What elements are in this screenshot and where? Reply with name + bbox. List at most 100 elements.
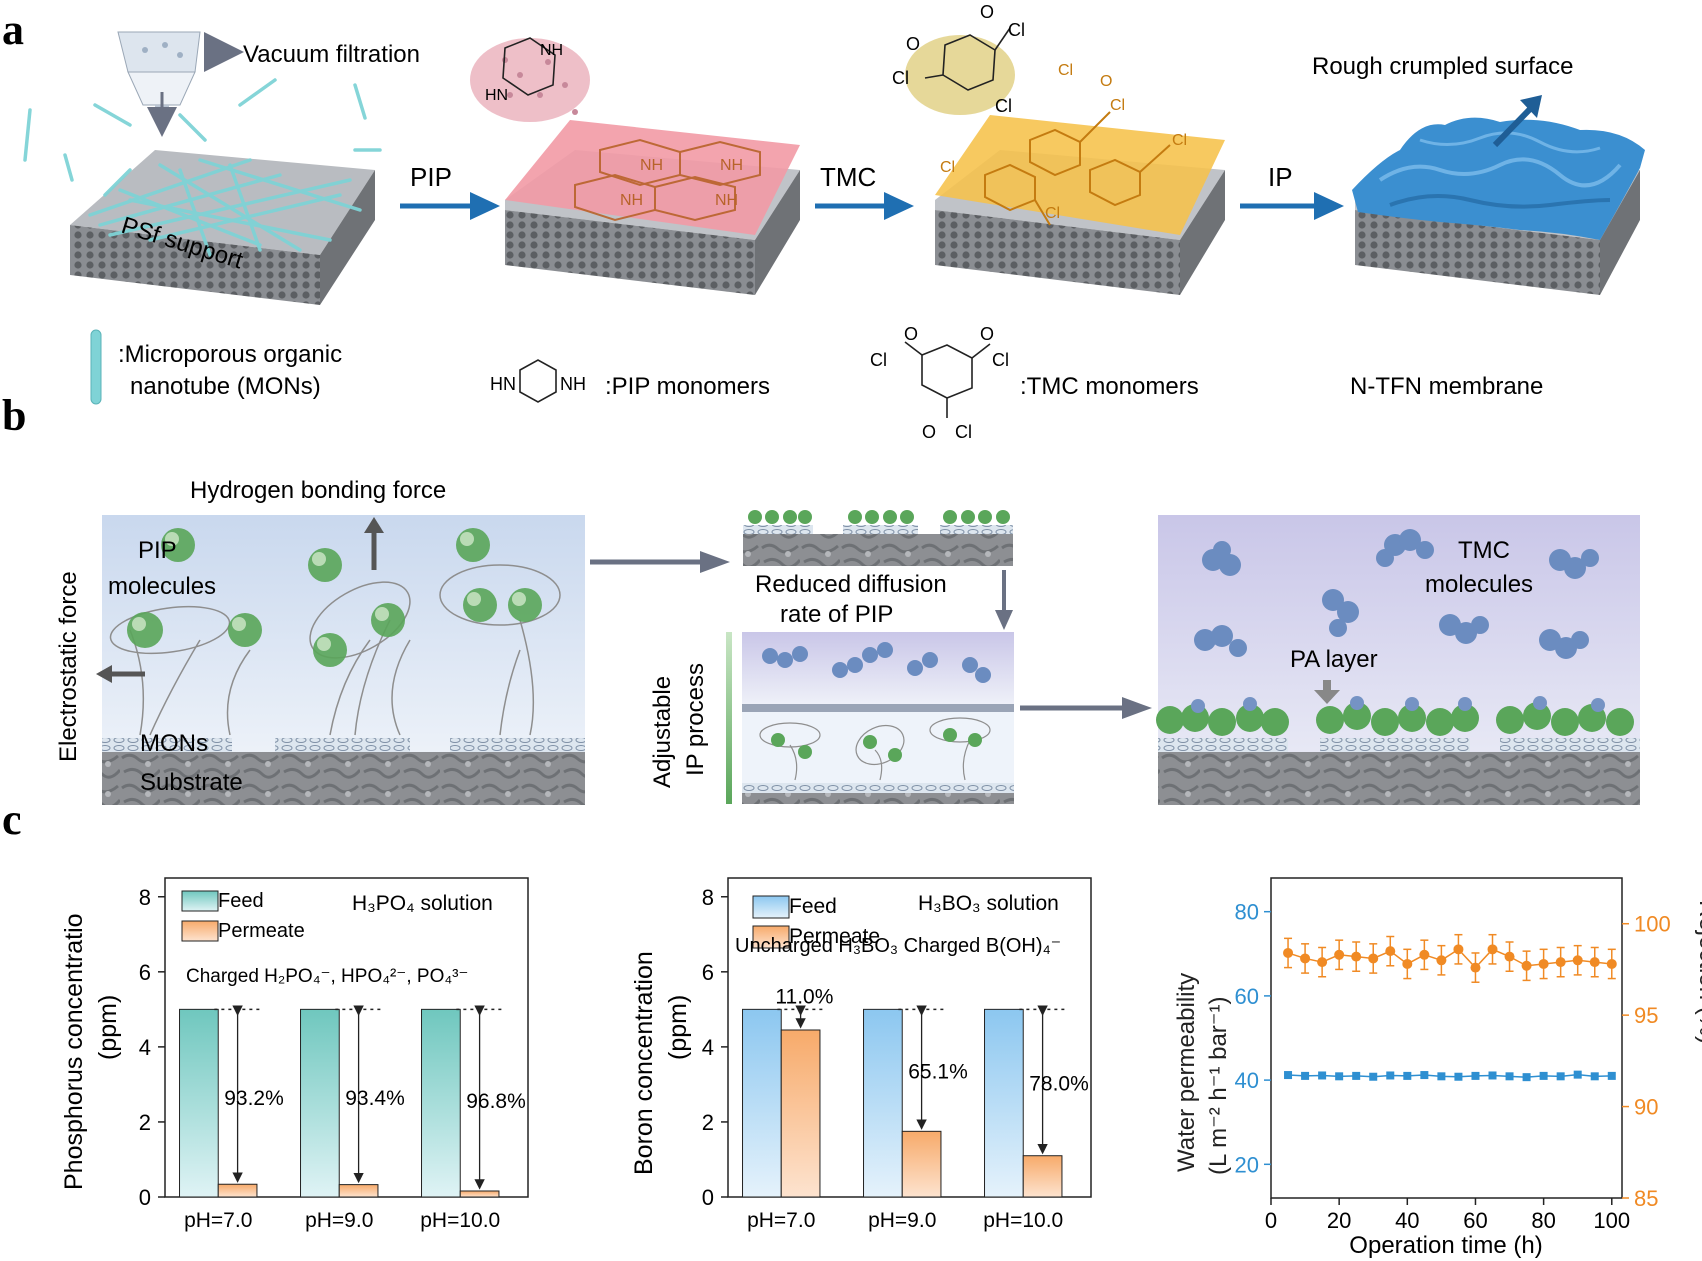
chart3-rejection-point [1538, 958, 1549, 969]
chart1-bar-feed [421, 1008, 461, 1198]
chart3-ylabel-left: Water permeability [1173, 973, 1200, 1172]
chart3-permeability-point [1556, 1072, 1565, 1081]
step-arrow-tmc-head [884, 192, 914, 220]
flow-arrow-1-head [700, 551, 730, 573]
chart3-xtick-label: 20 [1327, 1208, 1351, 1233]
tmc-cl-2: Cl [1172, 132, 1187, 149]
chart3-ytick-left-label: 80 [1235, 900, 1259, 925]
chart1-rejection-label: 93.2% [224, 1087, 284, 1110]
panel-b-left: PIP molecules MONs Substrate [96, 515, 585, 805]
reduced-diffusion-label-2: rate of PIP [780, 601, 893, 628]
chart2-xtick-label: pH=9.0 [868, 1209, 936, 1232]
pip-legend-hn: HN [490, 374, 516, 394]
panel-b: b [2, 391, 1640, 805]
flow-arrow-2-head [995, 610, 1013, 630]
chart3-permeability-point [1505, 1072, 1514, 1081]
adjustable-ip-label-1: Adjustable [649, 676, 676, 788]
chart1-legend-permeate: Permeate [218, 920, 305, 942]
chart3-rejection-point [1470, 962, 1481, 973]
chart3-permeability-point [1539, 1071, 1548, 1080]
chart-phosphorus: 0 2 4 6 8 pH=7.0 pH=9.0 pH=10.0 93.2% 93.4% 96.8%… [60, 877, 529, 1232]
chart3-permeability-point [1607, 1071, 1616, 1080]
pip-legend-nh: NH [560, 374, 586, 394]
tmc-o-top-2: O [906, 34, 920, 54]
chart2-ylabel: Boron concentration [630, 951, 658, 1175]
tmc-o-1: O [1100, 73, 1112, 90]
tmc-legend-o-1: O [904, 324, 918, 344]
chart1-ytick-label: 4 [139, 1035, 151, 1060]
chart-boron: 0 2 4 6 8 pH=7.0 pH=9.0 pH=10.0 11.0% 65.1% 78.0%… [630, 877, 1092, 1232]
chart3-xtick-label: 80 [1531, 1208, 1555, 1233]
chart1-bar-permeate [338, 1184, 379, 1198]
chart3-permeability-point [1488, 1071, 1497, 1080]
step-ip-label: IP [1268, 162, 1293, 192]
chart3-frame [1270, 877, 1623, 1199]
electrostatic-label: Electrostatic force [55, 571, 82, 762]
chart2-rejection-label: 78.0% [1029, 1073, 1089, 1096]
chart2-legend-feed-swatch [752, 895, 790, 919]
chart2-ylabel-unit: (ppm) [664, 995, 692, 1060]
adjustable-ip-label-2: IP process [682, 663, 709, 776]
chart3-rejection-point [1368, 953, 1379, 964]
chart2-ytick-label: 4 [702, 1035, 714, 1060]
chart3-permeability-point [1369, 1072, 1378, 1081]
panel-b-middle-top [743, 510, 1013, 566]
pip-nh-2: NH [720, 157, 743, 174]
chart3-permeability-point [1318, 1071, 1327, 1080]
chart3-rejection-point [1402, 958, 1413, 969]
chart3-ytick-left-label: 40 [1235, 1068, 1259, 1093]
chart3-xtick-label: 0 [1265, 1208, 1277, 1233]
tmc-o-top-1: O [980, 2, 994, 22]
chart2-xtick-label: pH=10.0 [983, 1209, 1063, 1232]
tmc-legend-o-2: O [980, 324, 994, 344]
chart3-ytick-right-label: 85 [1634, 1186, 1658, 1211]
chart2-bar-feed [863, 1008, 903, 1198]
chart3-rejection-point [1521, 960, 1532, 971]
chart2-legend-permeate-swatch [752, 925, 790, 949]
rough-surface-label: Rough crumpled surface [1312, 53, 1573, 80]
flow-arrow-3-head [1122, 697, 1152, 719]
tmc-cl-5: Cl [1058, 62, 1073, 79]
panel-c: c 0 2 4 6 8 pH=7.0 pH=9.0 pH=10.0 93.2% 93.4% 96.… [2, 795, 1702, 1259]
chart1-ytick-label: 2 [139, 1110, 151, 1135]
chart3-ylabel-left-unit: (L m⁻² h⁻¹ bar⁻¹) [1205, 997, 1232, 1175]
chart1-bar-feed [179, 1008, 219, 1198]
chart1-legend-permeate-swatch [181, 920, 219, 942]
chart3-permeability-point [1403, 1071, 1412, 1080]
chart2-bar-feed [742, 1008, 782, 1198]
chart2-xtick-label: pH=7.0 [747, 1209, 815, 1232]
chart1-rejection-label: 93.4% [345, 1087, 405, 1110]
chart3-rejection-point [1436, 955, 1447, 966]
panel-b-label: b [2, 391, 26, 440]
tmc-legend-label: :TMC monomers [1020, 373, 1199, 400]
chart2-ytick-label: 0 [702, 1185, 714, 1210]
step-pip-label: PIP [410, 162, 452, 192]
mons-label: MONs [140, 730, 208, 757]
chart3-rejection-point [1572, 955, 1583, 966]
pip-monomer-icon [519, 359, 557, 403]
tmc-cl-top-1: Cl [1008, 20, 1025, 40]
chart3-permeability-point [1352, 1071, 1361, 1080]
chart1-bar-permeate [217, 1183, 258, 1198]
ntfn-membrane-block [1352, 95, 1645, 295]
chart2-legend-permeate: Permeate [789, 925, 880, 948]
chart1-rejection-label: 96.8% [466, 1090, 526, 1113]
mons-legend-label-1: :Microporous organic [118, 341, 342, 368]
chart1-xtick-label: pH=9.0 [305, 1209, 373, 1232]
chart3-rejection-point [1317, 957, 1328, 968]
psf-support-block: PSf support [23, 78, 382, 305]
mons-legend-label-2: nanotube (MONs) [130, 373, 321, 400]
tmc-cl-1: Cl [1110, 97, 1125, 114]
chart3-permeability-point [1590, 1072, 1599, 1081]
chart1-legend-feed-swatch [181, 890, 219, 912]
chart3-rejection-point [1385, 946, 1396, 957]
pip-nh-top: NH [540, 42, 563, 59]
chart1-xtick-label: pH=10.0 [420, 1209, 500, 1232]
mons-legend-icon [90, 329, 102, 405]
chart3-rejection-point [1334, 949, 1345, 960]
chart3-ytick-right-label: 90 [1634, 1095, 1658, 1120]
chart2-bar-permeate [1022, 1155, 1063, 1198]
chart3-permeability-point [1437, 1072, 1446, 1081]
pip-nh-3: NH [620, 192, 643, 209]
pip-hn-top: HN [485, 87, 508, 104]
